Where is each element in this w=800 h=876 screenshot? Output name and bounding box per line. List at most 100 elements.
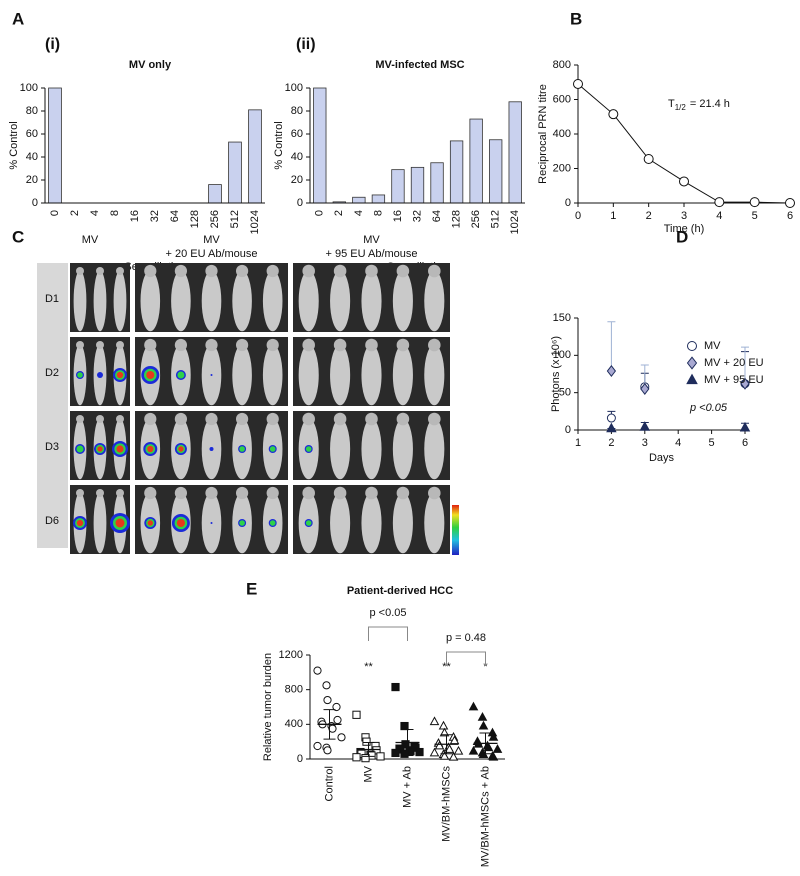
y-tick-label: 100 (285, 82, 303, 94)
mouse-head (396, 338, 410, 352)
signal (147, 445, 154, 453)
x-tick-label: 32 (149, 210, 161, 222)
mouse (361, 344, 382, 406)
annotation-part: T (668, 98, 675, 110)
bar (208, 184, 222, 204)
bar (391, 169, 405, 204)
y-axis-label: Photons (x 10⁶) (550, 336, 562, 412)
legend-label: MV + 20 EU (704, 357, 764, 369)
y-tick-label: 60 (291, 128, 303, 140)
y-axis-label: Relative tumor burden (262, 653, 274, 761)
x-tick-label: 5 (709, 437, 715, 449)
x-tick-label: 2 (333, 210, 345, 216)
mouse-head (302, 338, 315, 352)
mouse-head (235, 412, 249, 426)
point (492, 744, 503, 753)
mouse (171, 270, 191, 332)
point (361, 754, 370, 763)
x-tick-label: 0 (49, 210, 61, 216)
mouse-head (205, 264, 218, 278)
mouse-head (428, 412, 441, 426)
signal (178, 446, 184, 452)
mouse-head (174, 264, 188, 278)
signal (209, 447, 214, 451)
error-bar (741, 346, 749, 384)
point (488, 731, 499, 741)
annotation-part: = 21.4 h (690, 98, 730, 110)
y-tick-label: 50 (559, 387, 571, 399)
legend-marker (687, 341, 697, 351)
mouse (424, 270, 445, 332)
point (739, 421, 751, 432)
mouse-head (116, 267, 124, 275)
bar (508, 101, 522, 204)
x-tick-label: 1024 (249, 210, 261, 234)
row-label: D6 (45, 515, 59, 527)
mouse-head (205, 486, 218, 500)
x-tick-label: 3 (642, 437, 648, 449)
mouse (93, 492, 107, 554)
point (313, 741, 322, 751)
x-tick-label: Control (323, 766, 335, 801)
x-tick-label: 512 (490, 210, 502, 228)
bar (48, 87, 62, 204)
mouse-head (266, 486, 279, 500)
mouse-head (428, 264, 441, 278)
signal (239, 520, 245, 526)
mouse-head (96, 267, 104, 275)
mouse-head (266, 264, 279, 278)
error-bar (362, 742, 375, 757)
mouse-head (266, 412, 279, 426)
point (333, 715, 342, 725)
x-tick-label: MV + Ab (401, 766, 413, 808)
mouse-head (365, 264, 378, 278)
mouse-head (365, 486, 378, 500)
mouse (330, 270, 351, 332)
y-tick-label: 60 (26, 128, 38, 140)
point (438, 720, 449, 730)
error-bar (323, 709, 336, 740)
mouse-head (365, 412, 378, 426)
signal (177, 371, 185, 379)
signal (76, 445, 84, 453)
x-axis-label: Time (h) (664, 223, 705, 235)
mouse-head (428, 338, 441, 352)
mouse-head (116, 415, 124, 423)
mouse-head (235, 338, 249, 352)
point (679, 176, 689, 187)
row-label: D1 (45, 293, 59, 305)
signal (269, 520, 276, 526)
point (478, 720, 489, 730)
y-tick-label: 0 (32, 197, 38, 209)
y-axis-label: % Control (273, 121, 285, 169)
x-tick-label: 64 (169, 210, 181, 222)
annotation-part: 1/2 (675, 103, 687, 112)
mouse (262, 344, 283, 406)
column-label: MV (363, 234, 380, 246)
signal (76, 519, 84, 527)
chart-title: Patient-derived HCC (347, 585, 453, 597)
point (376, 752, 385, 761)
mouse-head (235, 486, 249, 500)
point (429, 716, 440, 726)
significance: ** (364, 661, 373, 673)
bar (410, 166, 425, 204)
panel-label: D (676, 227, 688, 246)
point (468, 745, 479, 755)
x-tick-label: 0 (314, 210, 326, 216)
mouse-head (428, 486, 441, 500)
y-tick-label: 400 (553, 128, 571, 140)
mouse-head (116, 489, 124, 497)
point (749, 197, 760, 208)
subtitle: (ii) (296, 36, 316, 53)
bar (430, 162, 444, 204)
mouse (330, 492, 351, 554)
point (323, 746, 332, 755)
x-tick-label: 256 (470, 210, 482, 228)
mouse-head (96, 341, 104, 349)
mouse-head (365, 338, 378, 352)
signal (97, 372, 103, 378)
legend-marker (686, 356, 698, 370)
y-tick-label: 20 (26, 174, 38, 186)
